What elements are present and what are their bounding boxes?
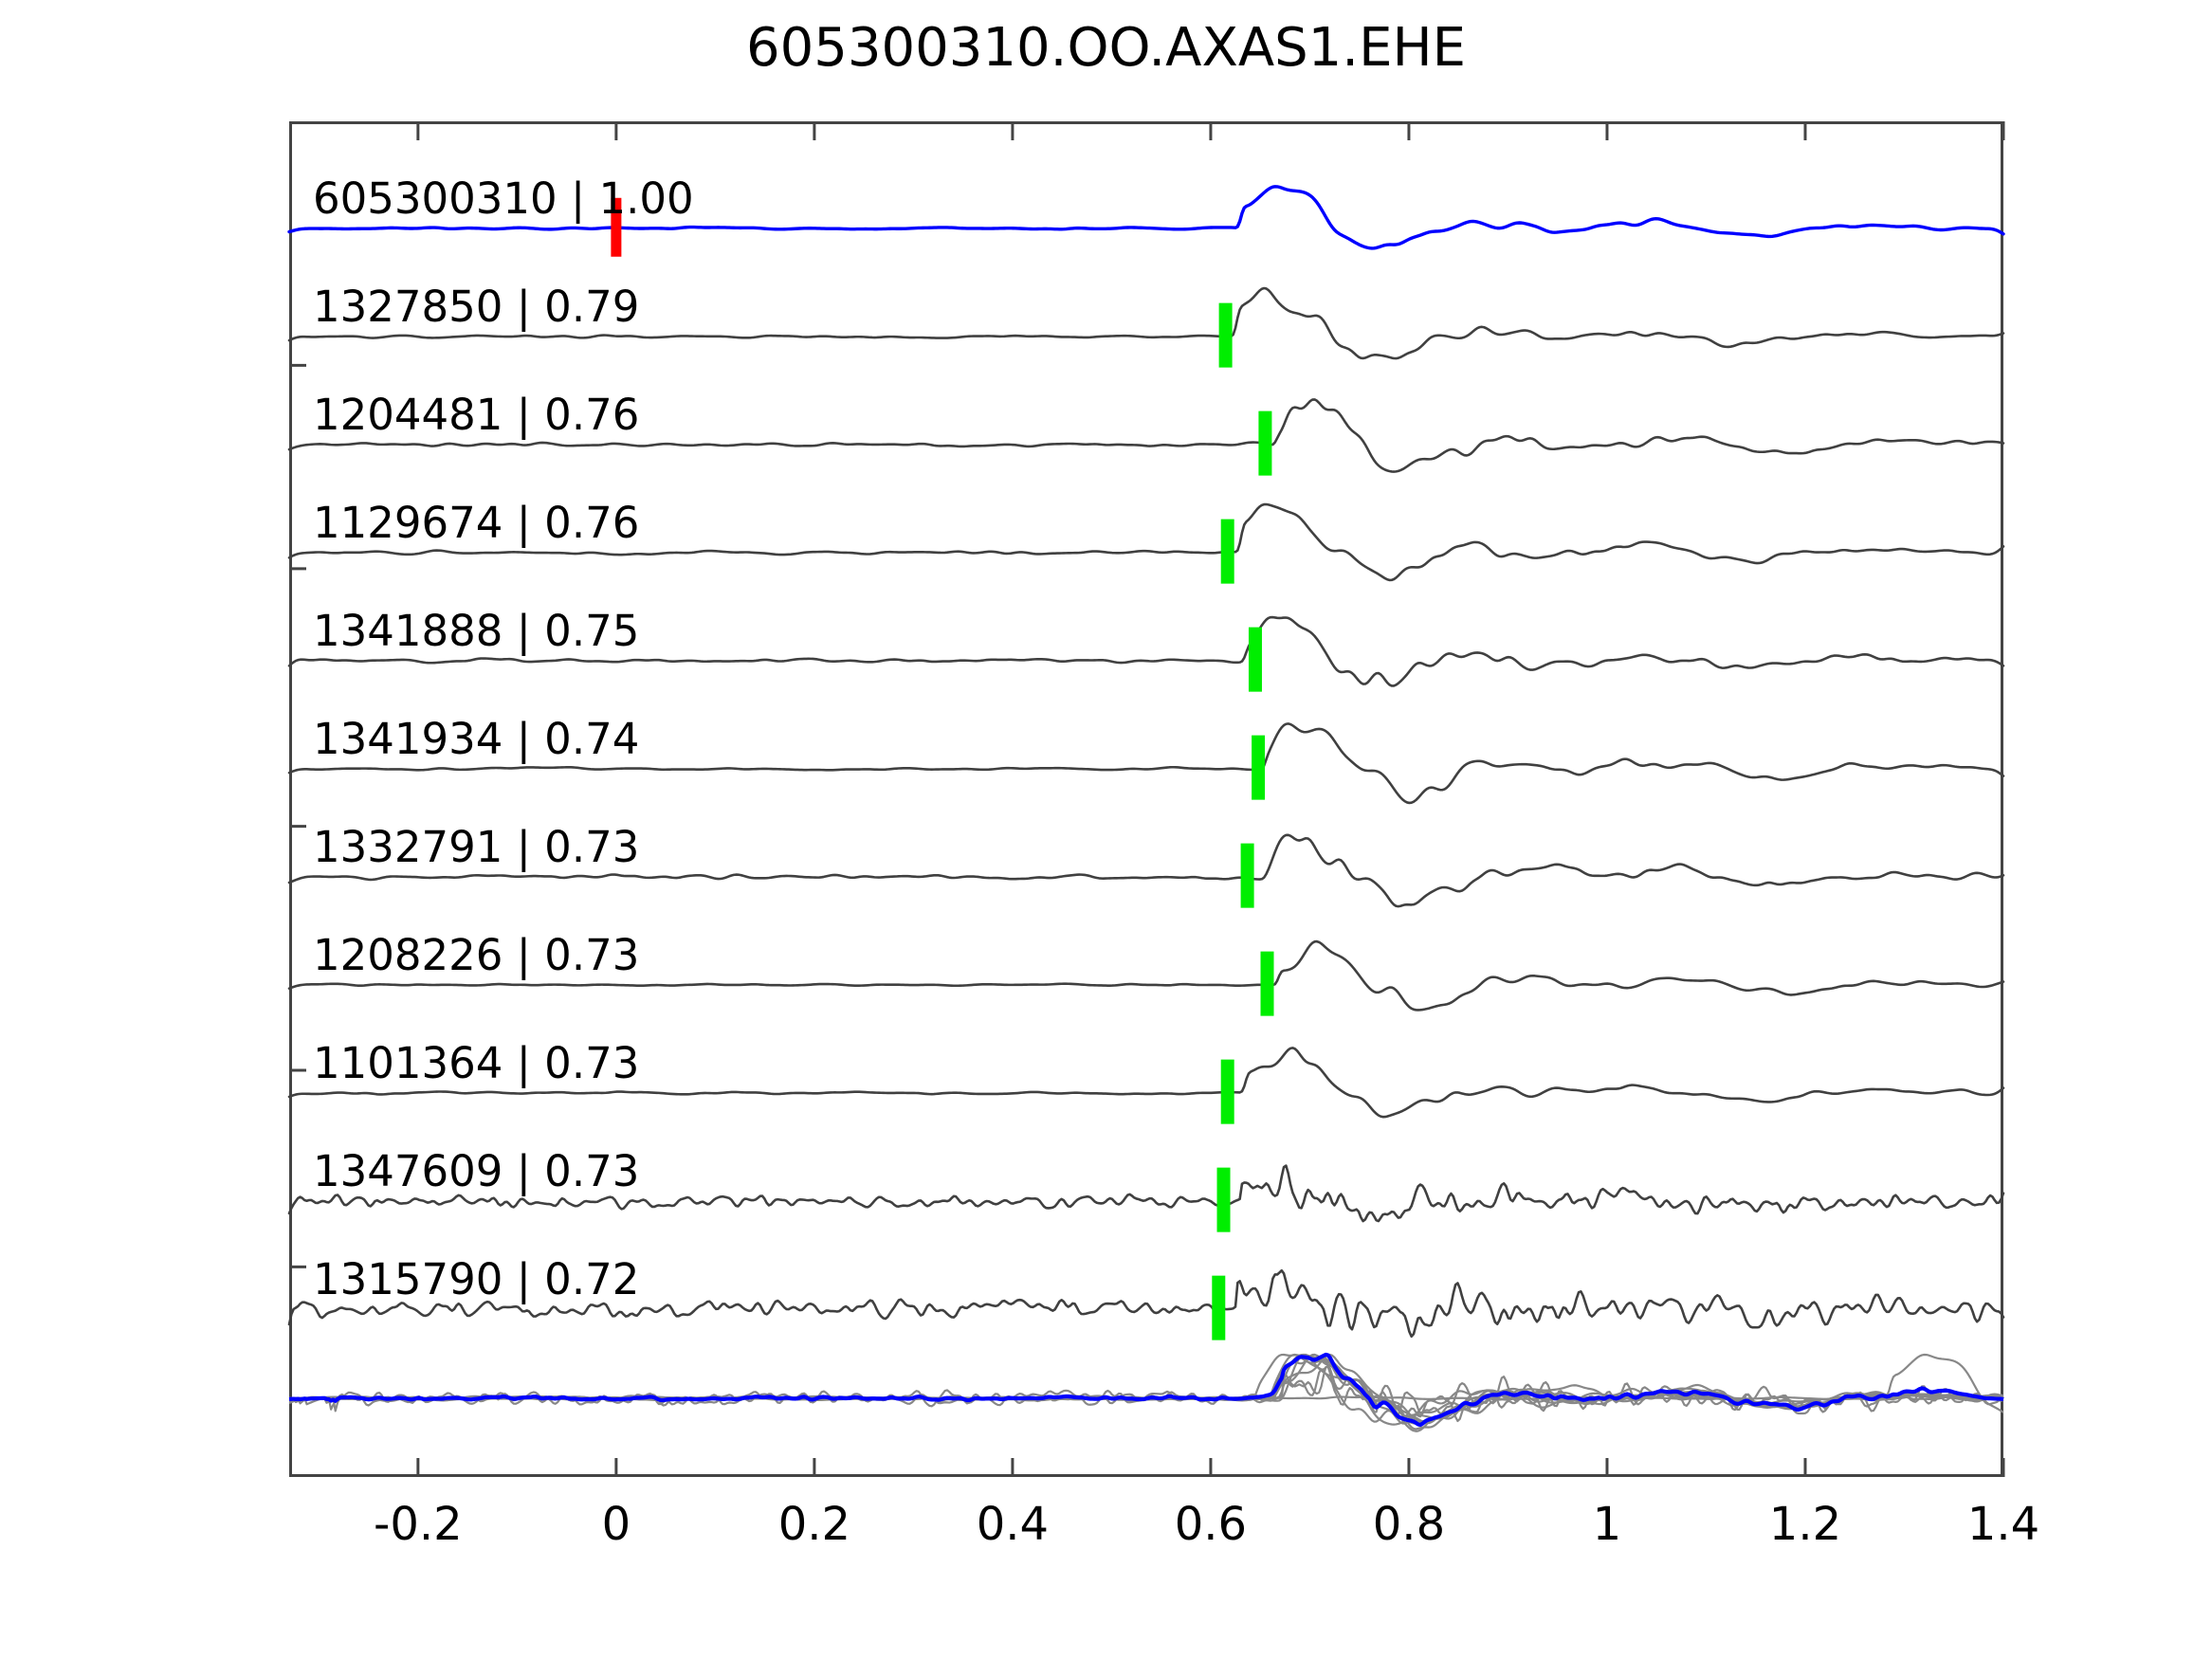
pick-marker-1204481 xyxy=(1258,410,1272,476)
trace-label-1208226: 1208226 | 0.73 xyxy=(313,930,640,980)
stack-overlay-trace-1204481 xyxy=(288,1353,2004,1426)
stack-overlay-trace-1315790 xyxy=(289,1364,2004,1423)
waveform-1341934 xyxy=(287,722,2005,805)
stack-overlay-trace-1341934 xyxy=(289,1353,2004,1432)
pick-marker-1315790 xyxy=(1212,1275,1226,1340)
trace-row-1204481 xyxy=(287,398,2005,473)
pick-marker-1341934 xyxy=(1252,735,1266,800)
x-tick-label-0.6: 0.6 xyxy=(1174,1498,1248,1551)
trace-label-1101364: 1101364 | 0.73 xyxy=(313,1038,640,1088)
waveform-1341888 xyxy=(287,615,2005,687)
stack-overlay-panel xyxy=(288,1352,2004,1432)
waveform-1347609 xyxy=(287,1164,2005,1223)
trace-row-1101364 xyxy=(287,1047,2005,1119)
waveform-1208226 xyxy=(287,939,2005,1012)
trace-row-1327850 xyxy=(287,286,2005,360)
trace-label-1315790: 1315790 | 0.72 xyxy=(313,1254,640,1304)
trace-row-1208226 xyxy=(287,939,2005,1012)
waveform-1327850 xyxy=(287,286,2005,360)
trace-row-1315790 xyxy=(287,1268,2005,1339)
x-tick-label-0.2: 0.2 xyxy=(777,1498,851,1551)
trace-label-1341934: 1341934 | 0.74 xyxy=(313,714,640,764)
pick-marker-1327850 xyxy=(1218,302,1233,368)
pick-marker-1208226 xyxy=(1260,951,1274,1016)
waveform-1204481 xyxy=(287,398,2005,473)
trace-label-1204481: 1204481 | 0.76 xyxy=(313,390,640,440)
page-title: 605300310.OO.AXAS1.EHE xyxy=(746,17,1466,79)
trace-label-1347609: 1347609 | 0.73 xyxy=(313,1146,640,1196)
trace-label-605300310: 605300310 | 1.00 xyxy=(313,173,694,224)
trace-row-1129674 xyxy=(287,502,2005,582)
trace-row-1347609 xyxy=(287,1164,2005,1223)
trace-label-1129674: 1129674 | 0.76 xyxy=(313,498,640,548)
pick-marker-1341888 xyxy=(1248,627,1262,692)
stack-overlay-trace-1208226 xyxy=(288,1353,2004,1425)
pick-marker-1347609 xyxy=(1216,1167,1231,1232)
trace-row-1341934 xyxy=(287,722,2005,805)
pick-marker-1129674 xyxy=(1220,519,1234,584)
stack-mean-trace xyxy=(288,1352,2004,1428)
trace-row-1341888 xyxy=(287,615,2005,687)
waveform-1315790 xyxy=(287,1268,2005,1339)
pick-marker-1332791 xyxy=(1240,843,1254,908)
x-tick-label-0.8: 0.8 xyxy=(1372,1498,1446,1551)
trace-label-1327850: 1327850 | 0.79 xyxy=(313,282,640,332)
stack-overlay-trace-1347609 xyxy=(289,1364,2004,1418)
plot-axes-frame xyxy=(289,121,2003,1477)
waveform-605300310 xyxy=(287,185,2005,250)
x-tick-label-1.2: 1.2 xyxy=(1768,1498,1842,1551)
waveform-1332791 xyxy=(287,833,2005,908)
x-axis-ticks xyxy=(289,121,2005,1477)
waveform-1129674 xyxy=(287,502,2005,582)
stack-overlay-trace-1341888 xyxy=(289,1353,2004,1425)
template-pick-marker-605300310 xyxy=(611,197,622,257)
trace-row-605300310 xyxy=(287,185,2005,250)
x-tick-label-0.4: 0.4 xyxy=(976,1498,1050,1551)
waveform-1101364 xyxy=(287,1047,2005,1119)
stack-overlay-trace-1101364 xyxy=(289,1353,2004,1423)
stack-overlay-trace-1327850 xyxy=(289,1353,2004,1419)
trace-label-1332791: 1332791 | 0.73 xyxy=(313,822,640,872)
trace-label-1341888: 1341888 | 0.75 xyxy=(313,606,640,656)
x-tick-label-1: 1 xyxy=(1592,1498,1622,1551)
stack-overlay-trace-1129674 xyxy=(289,1353,2004,1425)
x-tick-label-0: 0 xyxy=(601,1498,631,1551)
x-tick-label-1.4: 1.4 xyxy=(1966,1498,2040,1551)
pick-marker-1101364 xyxy=(1220,1059,1234,1124)
x-tick-label--0.2: -0.2 xyxy=(374,1498,463,1551)
trace-row-1332791 xyxy=(287,833,2005,908)
stack-overlay-trace-1332791 xyxy=(289,1353,2004,1431)
